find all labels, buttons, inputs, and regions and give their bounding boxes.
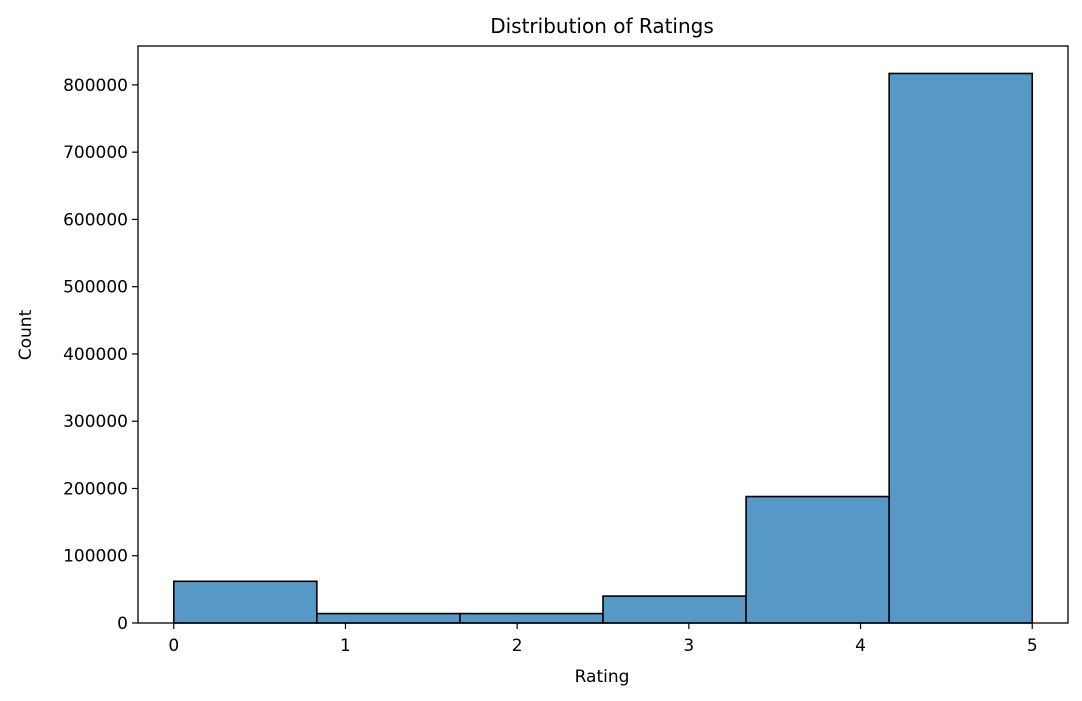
y-tick-label: 300000 xyxy=(63,412,128,432)
y-axis-ticks: 0 100000 200000 300000 400000 500000 600000 700… xyxy=(63,76,138,634)
histogram-bar-0 xyxy=(172,580,318,624)
histogram-bar-4 xyxy=(745,495,890,624)
x-tick-label: 2 xyxy=(512,636,523,656)
histogram-bar-2 xyxy=(459,612,604,624)
histogram-bar-5 xyxy=(888,72,1034,624)
plot-frame xyxy=(137,45,1069,624)
histogram-bar-3 xyxy=(602,595,747,624)
y-tick-label: 800000 xyxy=(63,76,128,96)
y-axis-label: Count xyxy=(16,309,36,360)
x-tick-label: 1 xyxy=(340,636,351,656)
x-tick-label: 3 xyxy=(683,636,694,656)
x-axis-ticks: 0 1 2 3 4 5 xyxy=(168,623,1038,656)
x-tick-label: 4 xyxy=(855,636,866,656)
y-tick-label: 400000 xyxy=(63,345,128,365)
y-tick-label: 200000 xyxy=(63,479,128,499)
x-tick-label: 5 xyxy=(1027,636,1038,656)
bars-group xyxy=(172,72,1034,624)
y-tick-label: 100000 xyxy=(63,547,128,567)
x-tick-label: 0 xyxy=(168,636,179,656)
x-axis-label: Rating xyxy=(575,667,630,687)
y-tick-label: 500000 xyxy=(63,278,128,298)
histogram-bar-1 xyxy=(316,612,461,624)
y-tick-label: 700000 xyxy=(63,143,128,163)
chart-title: Distribution of Ratings xyxy=(490,14,714,38)
y-tick-label: 600000 xyxy=(63,210,128,230)
y-tick-label: 0 xyxy=(117,614,128,634)
